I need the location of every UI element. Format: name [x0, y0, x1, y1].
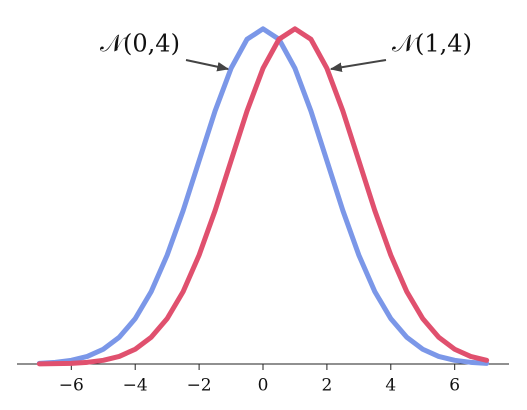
annotation-arrow — [185, 59, 230, 72]
x-tick-label: −4 — [123, 376, 148, 396]
series-label: 𝒩(0,4) — [100, 30, 180, 58]
series-label: 𝒩(1,4) — [392, 30, 472, 58]
x-tick-label: 2 — [321, 376, 332, 396]
x-tick-label: 4 — [385, 376, 396, 396]
x-tick-label: −2 — [187, 376, 212, 396]
annotation-arrow — [329, 59, 387, 72]
line — [36, 26, 490, 366]
line — [36, 26, 490, 367]
x-tick-label: 0 — [258, 376, 269, 396]
x-tick-label: 6 — [449, 376, 460, 396]
x-tick-label: −6 — [59, 376, 84, 396]
